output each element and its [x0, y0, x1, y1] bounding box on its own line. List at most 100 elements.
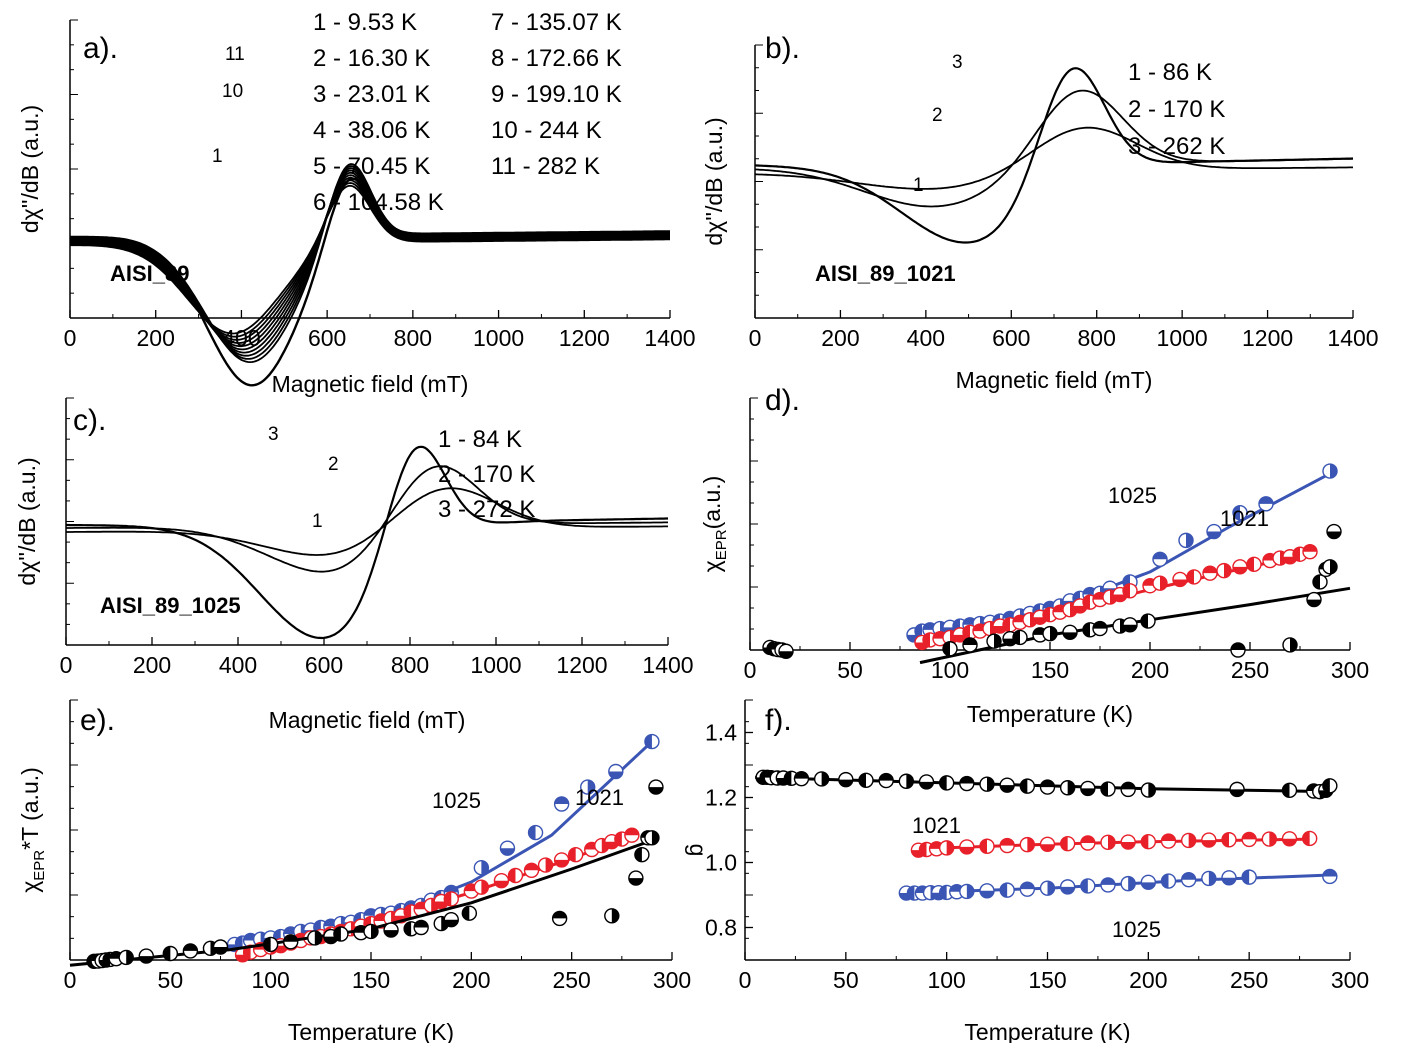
point-fill	[444, 919, 459, 927]
data-point-1021	[1172, 571, 1188, 588]
data-point-1025	[1080, 878, 1096, 894]
point-fill	[1242, 870, 1250, 885]
point-fill	[914, 624, 922, 639]
y-axis-label: χEPR*T (a.u.)	[17, 767, 48, 893]
point-fill	[1080, 878, 1088, 893]
point-fill	[1080, 788, 1095, 796]
x-tick-label: 1000	[1157, 325, 1208, 351]
point-fill	[644, 734, 652, 749]
point-fill	[939, 885, 947, 900]
x-tick-label: 800	[394, 325, 432, 351]
data-point-reference	[999, 777, 1015, 793]
data-point-1021	[938, 840, 955, 856]
x-axis-label: Temperature (K)	[964, 1019, 1130, 1043]
point-fill	[1002, 617, 1010, 632]
data-point-reference	[262, 936, 279, 953]
point-fill	[1082, 595, 1090, 610]
x-axis-label: Temperature (K)	[967, 701, 1133, 727]
point-fill	[384, 930, 399, 938]
curve-label: 2	[932, 105, 943, 126]
point-fill	[414, 920, 429, 928]
x-tick-label: 600	[305, 652, 343, 678]
x-tick-label: 600	[308, 325, 346, 351]
data-point-reference	[1140, 782, 1157, 798]
point-fill	[462, 906, 470, 921]
x-tick-label: 0	[64, 325, 77, 351]
point-fill	[838, 779, 853, 787]
data-point-1021	[624, 827, 640, 843]
point-fill	[1313, 574, 1321, 589]
point-fill	[552, 911, 567, 919]
point-fill	[651, 830, 659, 845]
point-fill	[1269, 832, 1277, 847]
data-point-reference	[118, 949, 134, 966]
point-fill	[103, 952, 111, 967]
point-fill	[1000, 785, 1015, 793]
data-point-reference	[551, 910, 568, 927]
point-fill	[1141, 834, 1149, 849]
data-point-1025	[959, 883, 975, 900]
data-point-1021	[1100, 834, 1116, 851]
data-point-1021	[1152, 575, 1168, 591]
point-fill	[1203, 566, 1217, 574]
curve-label: 2	[328, 454, 339, 475]
point-fill	[1148, 783, 1156, 798]
data-point-reference	[1281, 782, 1298, 799]
x-tick-label: 50	[158, 967, 184, 993]
panel-d: 0 50 100 150 200 250 300 d). Temperature (K) χEPR…	[699, 384, 1369, 727]
point-fill	[980, 839, 987, 854]
x-tick-label: 300	[1331, 657, 1369, 683]
point-fill	[907, 886, 915, 901]
data-point-reference	[959, 775, 975, 792]
spectrum-line	[66, 465, 668, 573]
x-tick-label: 400	[907, 325, 945, 351]
data-point-1021	[1160, 833, 1177, 849]
point-fill	[1123, 583, 1131, 598]
x-axis-label: Magnetic field (mT)	[956, 367, 1153, 393]
panel-label: f).	[765, 704, 792, 737]
point-fill	[1208, 871, 1216, 886]
x-tick-label: 800	[391, 652, 429, 678]
data-point-1025	[553, 796, 570, 812]
point-fill	[608, 771, 623, 779]
data-point-1025	[979, 883, 995, 899]
data-point-1021	[1032, 609, 1048, 625]
curve-label: 1	[913, 175, 924, 196]
data-point-1021	[1140, 834, 1157, 850]
data-point-1021	[999, 837, 1015, 854]
point-fill	[1020, 779, 1028, 794]
point-fill	[1101, 877, 1115, 885]
data-point-reference	[162, 945, 179, 962]
point-fill	[1060, 836, 1068, 851]
spectrum-line	[70, 177, 670, 387]
point-fill	[1201, 840, 1216, 848]
data-point-reference	[1322, 559, 1338, 575]
data-point-1021	[1302, 544, 1318, 560]
point-fill	[587, 780, 595, 795]
curve-label: 3	[952, 52, 963, 73]
point-fill	[1080, 836, 1095, 843]
data-point-1021	[537, 857, 554, 873]
data-point-reference	[413, 919, 429, 936]
point-fill	[821, 771, 829, 786]
point-fill	[1242, 832, 1257, 840]
data-point-1021	[1019, 836, 1036, 853]
panel-f: 0 50 100 150 200 250 300 f). Temperature (K) g 0.8…	[685, 699, 1369, 1043]
x-tick-label: 50	[837, 657, 863, 683]
point-fill	[434, 901, 449, 909]
point-fill	[1231, 643, 1245, 650]
data-point-reference	[838, 771, 854, 788]
point-fill	[1247, 557, 1255, 572]
data-point-1021	[1201, 832, 1217, 848]
data-point-reference	[1282, 637, 1298, 653]
point-fill	[524, 863, 539, 871]
data-point-reference	[979, 776, 995, 792]
panel-label: c).	[73, 404, 106, 437]
point-fill	[987, 777, 995, 792]
point-fill	[500, 848, 515, 856]
data-point-reference	[1062, 624, 1078, 641]
series-label: 1021	[1220, 506, 1269, 531]
point-fill	[1230, 789, 1245, 797]
point-fill	[939, 775, 947, 790]
legend-entry: 8 - 172.66 K	[491, 45, 622, 72]
